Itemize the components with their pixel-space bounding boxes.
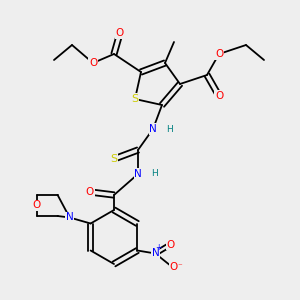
Text: O: O xyxy=(32,200,41,211)
Text: O: O xyxy=(86,187,94,197)
Text: O: O xyxy=(215,49,223,59)
Text: N: N xyxy=(152,248,159,259)
Text: O: O xyxy=(166,239,175,250)
Text: S: S xyxy=(131,94,139,104)
Text: O: O xyxy=(116,28,124,38)
Text: O: O xyxy=(169,262,178,272)
Text: H: H xyxy=(151,169,158,178)
Text: O: O xyxy=(215,91,223,101)
Text: S: S xyxy=(110,154,118,164)
Text: H: H xyxy=(166,124,173,134)
Text: N: N xyxy=(66,212,74,223)
Text: O: O xyxy=(89,58,97,68)
Text: +: + xyxy=(155,243,162,252)
Text: N: N xyxy=(149,124,157,134)
Text: ⁻: ⁻ xyxy=(177,262,182,271)
Text: N: N xyxy=(134,169,142,179)
